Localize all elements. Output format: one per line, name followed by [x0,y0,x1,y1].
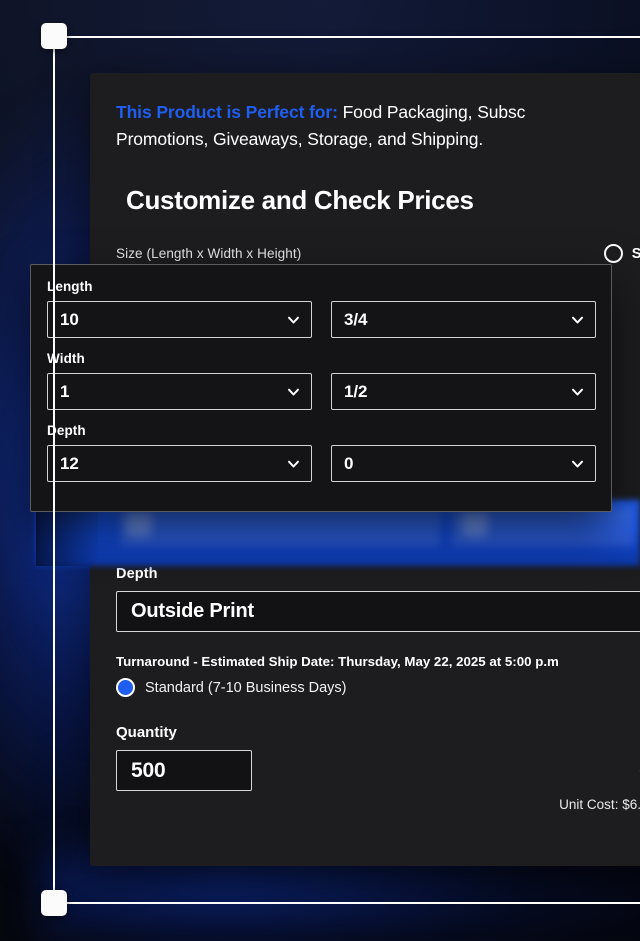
popover-label-length: Length [47,279,93,294]
size-dimension-popover: Length 10 3/4 Width [30,264,612,512]
depth-fraction-select[interactable]: 0 [331,445,596,482]
quantity-price-row: 500 $3 Unit Cost: $6.86 | E [116,741,640,812]
size-option-label: Stand [631,245,640,262]
selection-handle-top-left[interactable] [41,23,67,49]
print-select[interactable]: Outside Print [116,591,640,632]
popover-group-width: Width 1 1/2 [47,351,596,410]
price-summary: $3 Unit Cost: $6.86 | E [559,741,640,812]
chevron-down-icon [571,385,584,398]
quantity-value: 500 [131,758,166,782]
quantity-input[interactable]: 500 [116,750,252,791]
print-select-value: Outside Print [131,600,254,622]
depth-whole-select[interactable]: 12 [47,445,312,482]
shipping-option-standard[interactable]: Standard (7-10 Business Days) [116,678,640,697]
size-row: Size (Length x Width x Height) Stand [116,244,640,263]
chevron-down-icon [287,385,300,398]
width-whole-select[interactable]: 1 [47,373,312,410]
size-option[interactable]: Stand [603,244,640,263]
selection-handle-bottom-left[interactable] [41,890,67,916]
popover-row-depth: 12 0 [47,445,596,482]
length-whole-select[interactable]: 10 [47,301,312,338]
chevron-down-icon [287,313,300,326]
popover-row-length: 10 3/4 [47,301,596,338]
length-fraction-select[interactable]: 3/4 [331,301,596,338]
turnaround-heading: Turnaround - Estimated Ship Date: Thursd… [116,654,559,669]
chevron-down-icon [287,457,300,470]
popover-row-width: 1 1/2 [47,373,596,410]
blue-band-ghost-dot-left [126,512,152,536]
size-label: Size (Length x Width x Height) [116,246,302,261]
card-lower-section: Depth Outside Print Turnaround - Estimat… [116,566,640,812]
annotation-guide-left [53,36,55,904]
perfect-for-text: This Product is Perfect for: Food Packag… [116,99,640,153]
length-fraction-value: 3/4 [344,309,368,329]
print-field-label: Depth [116,566,158,582]
chevron-down-icon [571,457,584,470]
width-whole-value: 1 [60,381,70,401]
radio-unchecked-icon[interactable] [603,244,623,263]
annotation-guide-top [54,36,640,38]
annotation-guide-bottom [54,902,640,904]
price-total: $3 [559,747,640,786]
blue-band-ghost-field-left [120,508,440,546]
popover-group-depth: Depth 12 0 [47,423,596,482]
shipping-option-label: Standard (7-10 Business Days) [145,679,347,696]
popover-label-width: Width [47,351,85,366]
depth-fraction-value: 0 [344,453,354,473]
perfect-for-line2: Promotions, Giveaways, Storage, and Ship… [116,129,484,149]
blue-band-ghost-dot-right [462,512,488,536]
popover-label-depth: Depth [47,423,86,438]
radio-checked-icon[interactable] [116,678,135,697]
blue-band-ghost-field-right [452,508,634,546]
perfect-for-body: Food Packaging, Subsc [337,102,526,122]
perfect-for-highlight: This Product is Perfect for: [116,102,338,122]
page-title: Customize and Check Prices [126,185,474,215]
width-fraction-select[interactable]: 1/2 [331,373,596,410]
chevron-down-icon [571,313,584,326]
quantity-label: Quantity [116,724,177,741]
depth-whole-value: 12 [60,453,79,473]
length-whole-value: 10 [60,309,79,329]
width-fraction-value: 1/2 [344,381,368,401]
price-unit-cost: Unit Cost: $6.86 | E [559,797,640,812]
popover-group-length: Length 10 3/4 [47,279,596,338]
